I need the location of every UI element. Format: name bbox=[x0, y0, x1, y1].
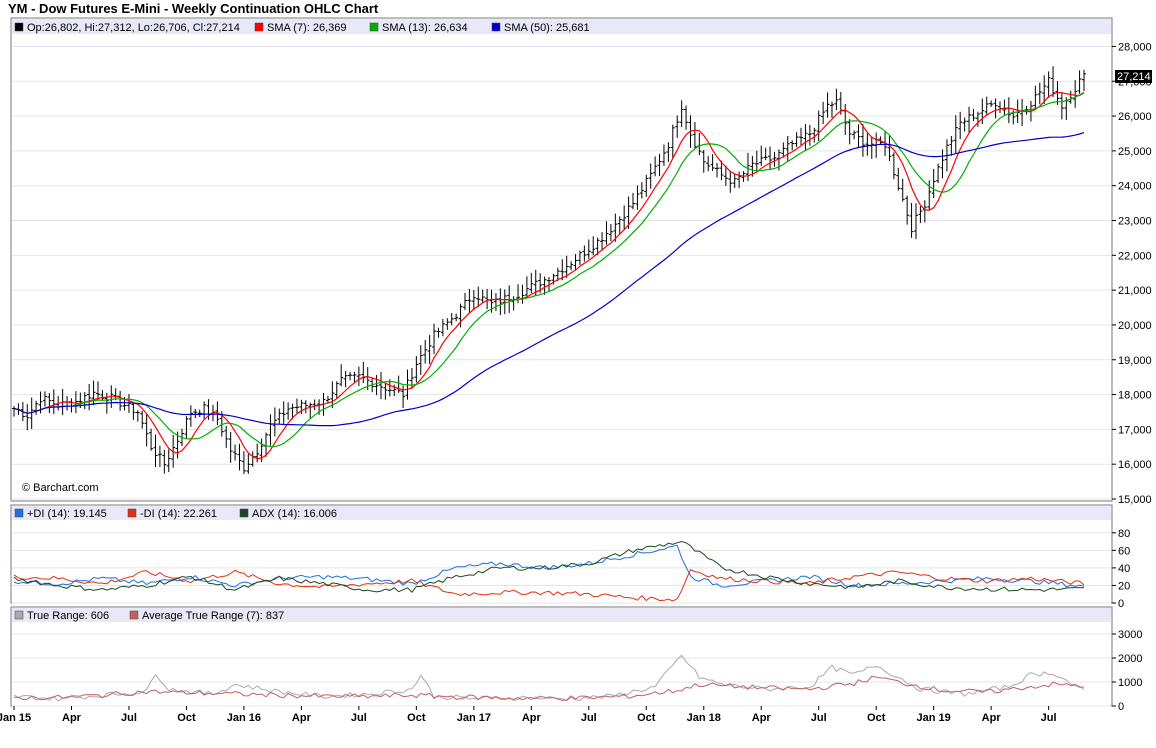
price-y-tick-label: 17,000 bbox=[1118, 424, 1152, 436]
price-y-tick-label: 24,000 bbox=[1118, 181, 1152, 193]
legend-label: Average True Range (7): 837 bbox=[142, 610, 284, 622]
price-panel: 15,000 16,000 17,000 18,000 19,000 20,000 21,0… bbox=[10, 17, 1152, 506]
sma-line bbox=[13, 91, 1085, 460]
y-tick-label: 80 bbox=[1118, 528, 1130, 540]
dmi-y-axis: 0 20 40 60 80 bbox=[1112, 528, 1130, 610]
price-y-tick-label: 15,000 bbox=[1118, 494, 1152, 506]
legend-swatch bbox=[127, 508, 137, 518]
y-tick-label: 60 bbox=[1118, 545, 1130, 557]
x-tick-label: Jan 19 bbox=[917, 712, 951, 724]
indicator-line bbox=[13, 540, 1085, 593]
tr-panel: 0 1000 2000 3000 True Range: 606 Average Tru… bbox=[10, 606, 1142, 713]
x-tick-label: Oct bbox=[407, 712, 426, 724]
legend-label: -DI (14): 22.261 bbox=[140, 508, 217, 520]
price-y-tick-label: 26,000 bbox=[1118, 111, 1152, 123]
legend-swatch bbox=[491, 22, 501, 32]
tr-y-axis: 0 1000 2000 3000 bbox=[1112, 629, 1142, 713]
legend-swatch bbox=[254, 22, 264, 32]
legend-label: +DI (14): 19.145 bbox=[27, 508, 107, 520]
legend-label: SMA (13): 26,634 bbox=[382, 22, 468, 34]
legend-swatch bbox=[14, 610, 24, 620]
x-tick-label: Oct bbox=[867, 712, 886, 724]
legend-swatch bbox=[14, 508, 24, 518]
chart-title: YM - Dow Futures E-Mini - Weekly Continu… bbox=[8, 1, 379, 16]
price-y-tick-label: 23,000 bbox=[1118, 216, 1152, 228]
x-tick-label: Apr bbox=[522, 712, 542, 724]
dmi-gridlines bbox=[12, 532, 1111, 604]
legend-label: ADX (14): 16.006 bbox=[252, 508, 337, 520]
x-tick-label: Jul bbox=[121, 712, 137, 724]
price-y-tick-label: 18,000 bbox=[1118, 390, 1152, 402]
y-tick-label: 0 bbox=[1118, 598, 1124, 610]
y-tick-label: 2000 bbox=[1118, 653, 1142, 665]
legend-label: SMA (50): 25,681 bbox=[504, 22, 590, 34]
price-gridlines bbox=[12, 45, 1111, 500]
x-tick-label: Apr bbox=[982, 712, 1002, 724]
indicator-line bbox=[13, 568, 1085, 602]
x-tick-label: Jul bbox=[581, 712, 597, 724]
x-tick-label: Jul bbox=[351, 712, 367, 724]
dmi-legend: +DI (14): 19.145 -DI (14): 22.261 ADX (14)… bbox=[14, 508, 337, 520]
y-tick-label: 40 bbox=[1118, 563, 1130, 575]
last-price-marker: 27,214 bbox=[1115, 70, 1152, 83]
price-y-tick-label: 21,000 bbox=[1118, 285, 1152, 297]
legend-label: Op:26,802, Hi:27,312, Lo:26,706, Cl:27,2… bbox=[27, 22, 240, 34]
price-y-axis: 15,000 16,000 17,000 18,000 19,000 20,000 21,0… bbox=[1112, 41, 1152, 506]
legend-swatch bbox=[369, 22, 379, 32]
legend-label: SMA (7): 26,369 bbox=[267, 22, 347, 34]
price-y-tick-label: 16,000 bbox=[1118, 459, 1152, 471]
tr-gridlines bbox=[12, 633, 1111, 707]
price-legend: Op:26,802, Hi:27,312, Lo:26,706, Cl:27,2… bbox=[14, 22, 590, 34]
indicator-line bbox=[13, 675, 1085, 701]
price-y-tick-label: 22,000 bbox=[1118, 250, 1152, 262]
y-tick-label: 20 bbox=[1118, 580, 1130, 592]
x-tick-label: Apr bbox=[62, 712, 82, 724]
sma-line bbox=[13, 132, 1085, 427]
x-tick-label: Jul bbox=[811, 712, 827, 724]
price-y-tick-label: 19,000 bbox=[1118, 355, 1152, 367]
x-tick-label: Apr bbox=[752, 712, 772, 724]
tr-legend: True Range: 606 Average True Range (7): 8… bbox=[14, 610, 284, 622]
price-y-tick-label: 28,000 bbox=[1118, 41, 1152, 53]
x-tick-label: Jan 15 bbox=[0, 712, 31, 724]
x-tick-label: Jan 17 bbox=[457, 712, 491, 724]
legend-swatch bbox=[14, 22, 24, 32]
indicator-line bbox=[13, 654, 1085, 702]
legend-swatch bbox=[129, 610, 139, 620]
price-y-tick-label: 25,000 bbox=[1118, 146, 1152, 158]
x-tick-label: Oct bbox=[637, 712, 656, 724]
x-tick-label: Apr bbox=[292, 712, 312, 724]
x-tick-label: Jul bbox=[1041, 712, 1057, 724]
x-axis: Jan 15 Apr Jul Oct Jan 16 Apr Jul Oct Jan 17 Apr J… bbox=[0, 706, 1057, 724]
legend-swatch bbox=[239, 508, 249, 518]
last-price-label: 27,214 bbox=[1117, 71, 1151, 83]
dmi-panel: 0 20 40 60 80 +DI (14): 19.145 -DI (14): 22.2… bbox=[10, 504, 1130, 610]
y-tick-label: 1000 bbox=[1118, 677, 1142, 689]
watermark: © Barchart.com bbox=[22, 482, 99, 494]
price-y-tick-label: 20,000 bbox=[1118, 320, 1152, 332]
x-tick-label: Jan 16 bbox=[227, 712, 261, 724]
legend-label: True Range: 606 bbox=[27, 610, 109, 622]
y-tick-label: 3000 bbox=[1118, 629, 1142, 641]
y-tick-label: 0 bbox=[1118, 701, 1124, 713]
x-tick-label: Oct bbox=[177, 712, 196, 724]
x-tick-label: Jan 18 bbox=[687, 712, 721, 724]
sma-line bbox=[13, 91, 1085, 448]
